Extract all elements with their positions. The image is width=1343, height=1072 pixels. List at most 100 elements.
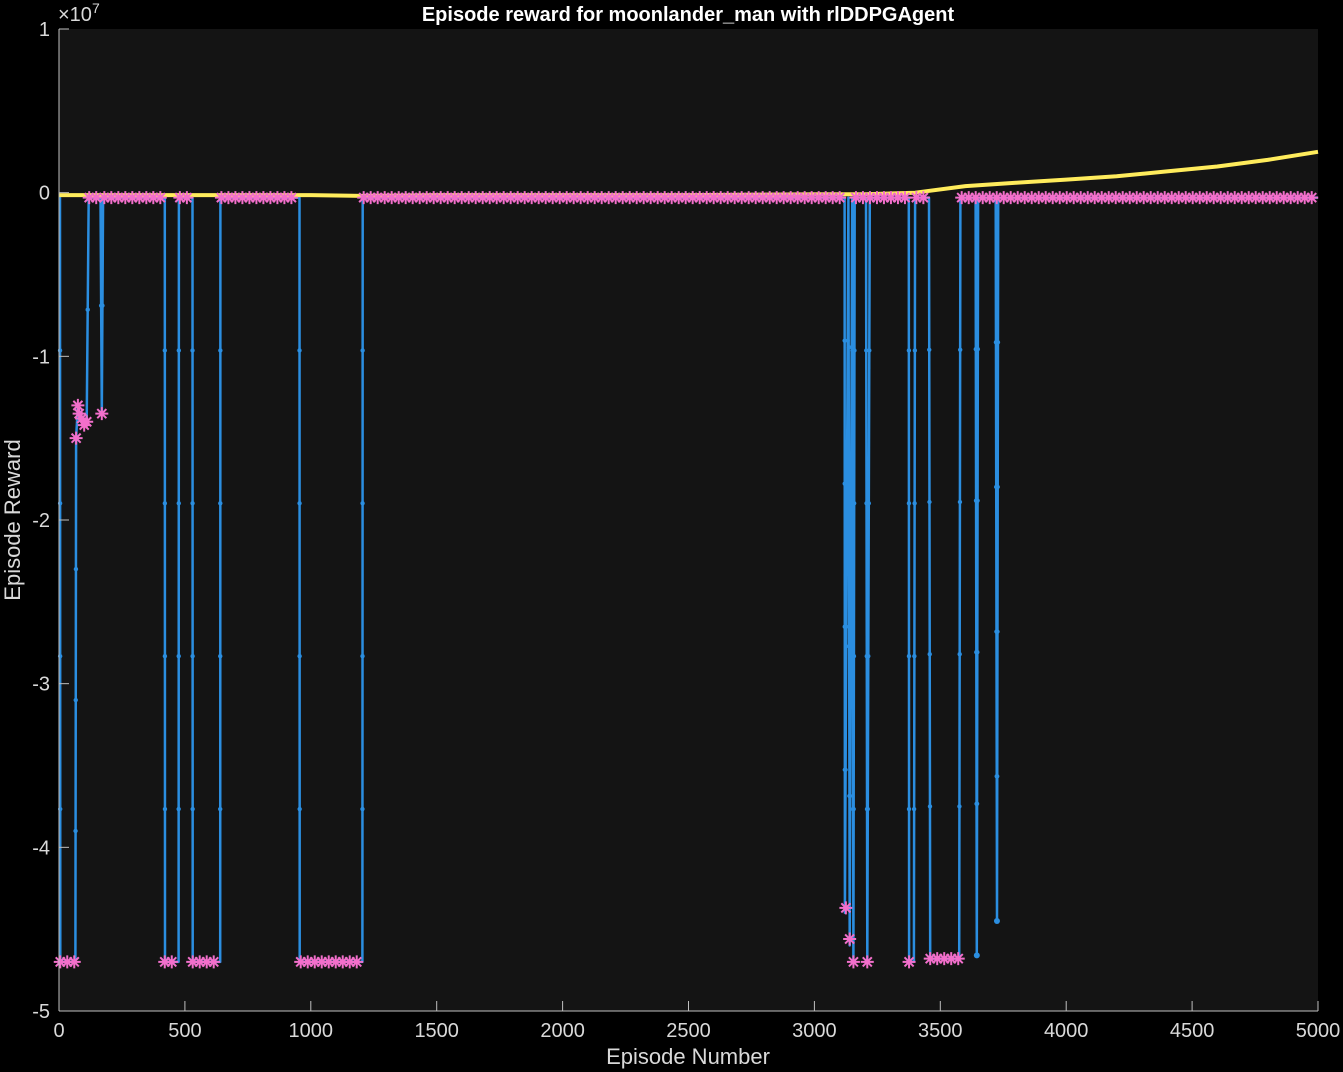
episode-q0-marker — [53, 955, 67, 969]
episode-q0-marker — [951, 952, 965, 966]
episode-q0-marker — [294, 955, 308, 969]
episode-q0-marker — [301, 955, 315, 969]
episode-q0-marker — [1193, 191, 1207, 205]
episode-reward-point — [906, 348, 912, 353]
y-exponent-label: ×107 — [58, 0, 100, 26]
episode-q0-marker — [406, 191, 420, 205]
episode-reward-point — [190, 501, 195, 506]
episode-reward-point — [218, 806, 223, 812]
episode-q0-marker — [71, 398, 85, 412]
episode-q0-marker — [1032, 191, 1046, 205]
episode-q0-marker — [139, 191, 153, 205]
episode-q0-marker — [916, 191, 930, 205]
episode-q0-marker — [819, 191, 833, 205]
episode-reward-point — [844, 481, 850, 486]
episode-reward-point — [842, 338, 847, 343]
episode-reward-point — [927, 804, 933, 809]
episode-reward-point — [957, 347, 963, 352]
episode-q0-marker — [111, 191, 125, 205]
episode-q0-marker — [1074, 191, 1088, 205]
episode-q0-marker — [714, 191, 728, 205]
episode-q0-marker — [469, 191, 483, 205]
y-tick-label: -2 — [32, 510, 50, 532]
chart-title: Episode reward for moonlander_man with r… — [422, 4, 955, 26]
x-tick-label: 1000 — [289, 1020, 334, 1042]
y-axis-label: Episode Reward — [0, 439, 25, 600]
episode-q0-marker — [644, 191, 658, 205]
episode-q0-marker — [413, 191, 427, 205]
episode-q0-marker — [1305, 191, 1319, 205]
episode-q0-marker — [846, 955, 860, 969]
episode-reward-point — [852, 348, 857, 353]
episode-q0-marker — [153, 191, 167, 205]
episode-q0-marker — [976, 191, 990, 205]
episode-q0-marker — [763, 191, 777, 205]
episode-q0-marker — [336, 955, 350, 969]
episode-reward-point — [851, 806, 856, 812]
y-tick-label: -1 — [32, 346, 50, 368]
episode-q0-marker — [235, 191, 249, 205]
episode-q0-marker — [609, 191, 623, 205]
episode-q0-marker — [990, 191, 1004, 205]
episode-q0-marker — [1116, 191, 1130, 205]
episode-q0-marker — [839, 901, 853, 915]
episode-reward-point — [176, 653, 181, 659]
episode-q0-marker — [1046, 191, 1060, 205]
episode-reward-point — [973, 952, 980, 959]
episode-reward-point — [844, 624, 849, 629]
episode-q0-marker — [1242, 191, 1256, 205]
episode-reward-point — [906, 501, 912, 506]
episode-q0-marker — [1221, 191, 1235, 205]
episode-q0-marker — [1123, 191, 1137, 205]
episode-q0-marker — [791, 191, 805, 205]
episode-reward-point — [162, 348, 168, 353]
episode-q0-marker — [462, 191, 476, 205]
episode-q0-marker — [186, 955, 200, 969]
episode-q0-marker — [843, 932, 857, 946]
episode-reward-point — [975, 346, 981, 352]
episode-q0-marker — [1172, 191, 1186, 205]
episode-q0-marker — [511, 191, 525, 205]
episode-q0-marker — [588, 191, 602, 205]
episode-q0-marker — [67, 955, 81, 969]
episode-q0-marker — [877, 191, 891, 205]
y-tick-label: -4 — [32, 837, 50, 859]
episode-q0-marker — [532, 191, 546, 205]
episode-reward-point — [85, 307, 90, 312]
episode-q0-marker — [228, 191, 242, 205]
episode-q0-marker — [277, 191, 291, 205]
episode-q0-marker — [1053, 191, 1067, 205]
episode-q0-marker — [1291, 191, 1305, 205]
episode-q0-marker — [455, 191, 469, 205]
episode-q0-marker — [1109, 191, 1123, 205]
episode-reward-point — [851, 501, 857, 506]
episode-reward-point — [927, 652, 932, 657]
episode-q0-marker — [399, 191, 413, 205]
episode-q0-marker — [518, 191, 532, 205]
episode-q0-marker — [69, 431, 83, 445]
x-tick-label: 1500 — [414, 1020, 459, 1042]
episode-q0-marker — [371, 191, 385, 205]
episode-reward-point — [190, 806, 195, 812]
episode-q0-marker — [525, 191, 539, 205]
episode-reward-point — [847, 793, 853, 799]
episode-q0-marker — [329, 955, 343, 969]
y-tick-label: 0 — [39, 183, 50, 205]
episode-reward-point — [176, 806, 181, 812]
x-tick-label: 0 — [53, 1020, 64, 1042]
episode-q0-marker — [849, 191, 863, 205]
episode-q0-marker — [574, 191, 588, 205]
episode-q0-marker — [1207, 191, 1221, 205]
axes-layer: 0 500 1000 1500 2000 2500 3000 3500 4000 4500 5000… — [32, 19, 1340, 1042]
episode-q0-marker — [214, 191, 228, 205]
x-tick-label: 3500 — [918, 1020, 963, 1042]
episode-reward-point — [906, 806, 912, 812]
episode-q0-marker — [427, 191, 441, 205]
episode-q0-marker — [75, 412, 89, 426]
episode-reward-point — [848, 494, 854, 499]
episode-q0-marker — [420, 191, 434, 205]
episode-q0-marker — [1277, 191, 1291, 205]
episode-reward-point — [912, 348, 918, 353]
y-tick-label: -5 — [32, 1001, 50, 1023]
